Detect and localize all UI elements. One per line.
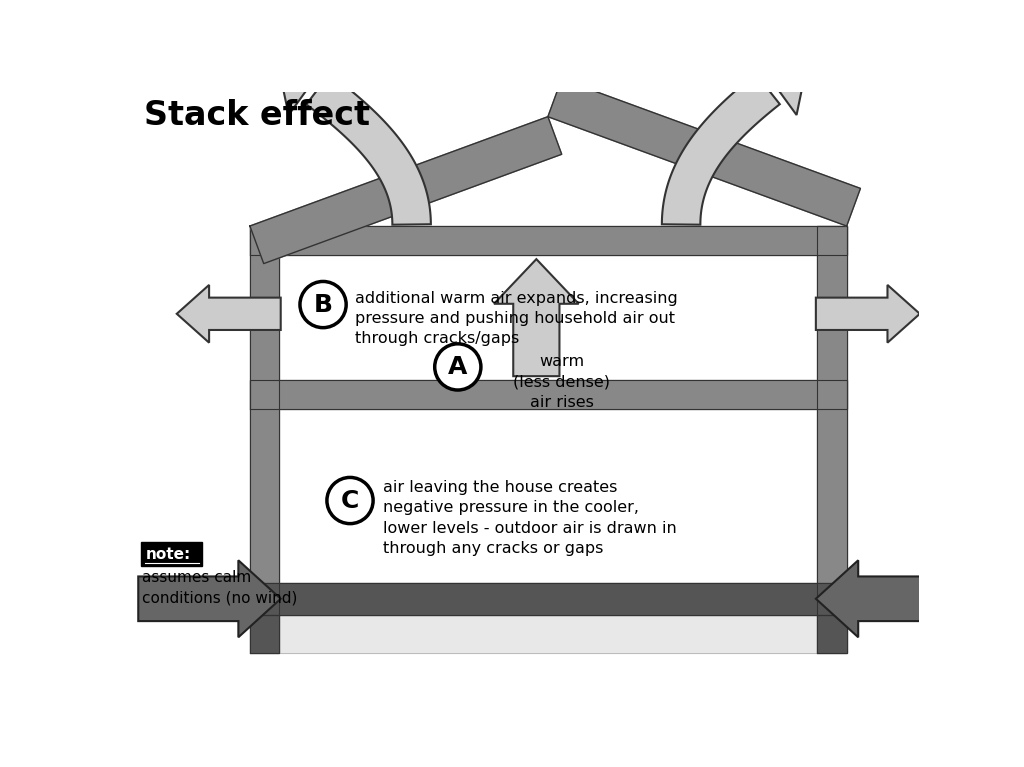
Polygon shape <box>817 615 847 653</box>
Polygon shape <box>306 74 431 225</box>
Text: assumes calm
conditions (no wind): assumes calm conditions (no wind) <box>142 570 298 606</box>
Polygon shape <box>816 285 920 343</box>
Polygon shape <box>494 259 579 376</box>
Text: Stack effect: Stack effect <box>144 99 371 132</box>
Polygon shape <box>276 52 334 115</box>
Text: B: B <box>313 292 333 317</box>
Polygon shape <box>752 53 808 115</box>
Polygon shape <box>817 226 847 615</box>
Text: A: A <box>449 355 468 379</box>
Polygon shape <box>662 74 780 225</box>
Polygon shape <box>250 615 280 653</box>
Polygon shape <box>250 380 847 410</box>
Text: warm
(less dense)
air rises: warm (less dense) air rises <box>513 354 610 410</box>
Polygon shape <box>280 615 817 653</box>
Polygon shape <box>140 542 202 565</box>
Text: C: C <box>341 489 359 512</box>
Circle shape <box>435 344 481 390</box>
Polygon shape <box>250 226 847 255</box>
Polygon shape <box>250 583 847 615</box>
Polygon shape <box>250 117 562 264</box>
Polygon shape <box>177 285 281 343</box>
Polygon shape <box>548 79 860 226</box>
Polygon shape <box>138 560 281 637</box>
Circle shape <box>300 281 346 328</box>
Text: air leaving the house creates
negative pressure in the cooler,
lower levels - ou: air leaving the house creates negative p… <box>383 479 677 556</box>
Circle shape <box>327 477 373 524</box>
Text: note:: note: <box>146 547 191 561</box>
Polygon shape <box>816 560 958 637</box>
Text: additional warm air expands, increasing
pressure and pushing household air out
t: additional warm air expands, increasing … <box>355 291 678 347</box>
Polygon shape <box>250 226 280 615</box>
